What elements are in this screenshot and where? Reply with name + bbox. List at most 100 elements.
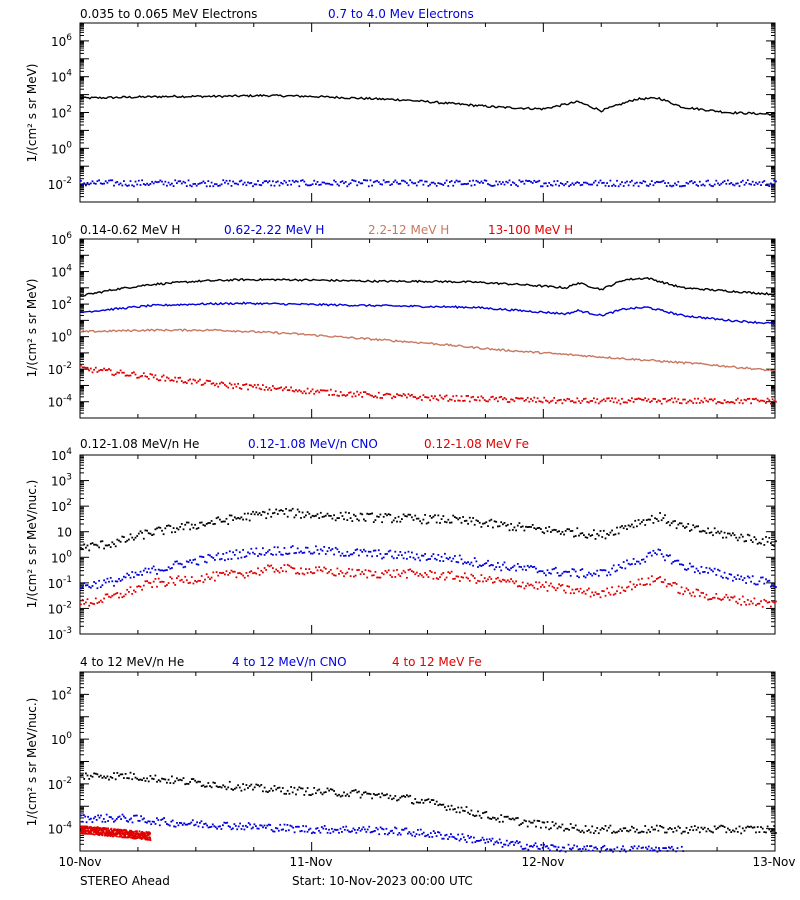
series-3-1-point: [425, 522, 428, 525]
series-2-4-point: [659, 400, 661, 403]
series-2-4-point: [118, 371, 120, 374]
series-2-4-point: [128, 374, 130, 377]
series-3-1-point: [338, 517, 340, 519]
series-1-2-point: [310, 184, 312, 186]
series-4-2-point: [590, 845, 593, 847]
series-2-4-point: [192, 378, 195, 381]
series-3-2-point: [240, 556, 243, 559]
series-4-1-point: [377, 793, 380, 795]
series-3-1-point: [346, 519, 349, 521]
series-4-1-point: [411, 802, 413, 804]
series-3-1-point: [498, 525, 501, 528]
series-3-1-point: [280, 509, 282, 511]
series-4-3-point: [114, 834, 117, 837]
series-3-2-point: [457, 561, 460, 564]
series-4-2-point: [244, 824, 247, 827]
series-4-2-point: [418, 833, 421, 836]
series-3-2-point: [190, 561, 193, 564]
series-4-2-point: [222, 824, 224, 827]
series-3-3-point: [328, 570, 330, 573]
series-1-2-point: [162, 183, 165, 186]
series-2-4-point: [750, 402, 752, 405]
series-2-4-point: [133, 371, 135, 374]
series-4-1-point: [591, 825, 594, 828]
y-tick-label: 10: [57, 526, 72, 540]
series-1-2-point: [611, 185, 613, 187]
series-4-1-point: [424, 799, 426, 802]
series-3-2-point: [452, 557, 455, 560]
series-3-2-point: [712, 570, 714, 573]
series-3-1-point: [581, 532, 584, 534]
series-3-1-point: [751, 541, 754, 543]
series-4-2-point: [308, 828, 310, 831]
series-3-3-point: [637, 578, 640, 581]
panel-3-ylabel: 1/(cm² s sr MeV/nuc.): [25, 480, 39, 609]
series-3-2-point: [94, 582, 97, 585]
series-4-1-point: [740, 832, 743, 835]
series-3-1-point: [435, 521, 438, 524]
series-3-1-point: [387, 513, 390, 515]
series-3-1-point: [316, 513, 319, 516]
series-4-2-point: [384, 833, 386, 835]
series-2-4-point: [290, 386, 292, 389]
series-2-4-point: [131, 372, 134, 374]
series-3-1-point: [210, 520, 213, 522]
series-2-4-point: [755, 397, 757, 400]
series-1-2-point: [399, 182, 402, 185]
series-1-2-point: [214, 183, 216, 185]
series-3-1-point: [541, 531, 544, 533]
series-3-2-point: [131, 571, 134, 573]
series-2-4-point: [617, 399, 620, 402]
series-3-2-point: [406, 557, 408, 560]
series-3-2-point: [596, 569, 599, 572]
y-tick-label: 10-2: [48, 600, 72, 616]
series-3-2-point: [531, 566, 534, 568]
series-2-4-point: [298, 389, 301, 392]
series-4-2-point: [270, 828, 273, 831]
series-3-2-point: [311, 552, 314, 555]
series-4-2-point: [269, 824, 272, 826]
series-2-4-point: [493, 398, 496, 401]
series-3-3-point: [581, 591, 584, 594]
series-4-2-point: [95, 819, 98, 821]
series-1-2-point: [597, 181, 600, 184]
series-3-2-point: [511, 566, 514, 569]
series-4-1-point: [245, 784, 248, 786]
series-4-1-point: [407, 795, 410, 798]
series-3-3-point: [682, 593, 685, 596]
series-4-2-point: [115, 818, 118, 820]
series-4-2-point: [166, 823, 168, 825]
series-3-1-point: [535, 528, 537, 531]
series-3-1-point: [162, 533, 165, 536]
series-1-2-point: [755, 181, 757, 184]
series-3-1-point: [614, 533, 617, 536]
series-3-3-point: [217, 574, 220, 577]
series-4-2-point: [620, 848, 623, 850]
series-2-4-point: [563, 398, 565, 401]
series-2-4-point: [162, 374, 165, 377]
series-1-2-point: [189, 184, 191, 187]
x-tick-label-11-nov: 11-Nov: [289, 855, 332, 869]
series-3-3-point: [257, 567, 259, 570]
series-1-2-point: [391, 183, 393, 186]
series-4-3-point: [149, 838, 151, 841]
series-3-3-point: [692, 591, 695, 594]
series-3-1-point: [680, 522, 683, 525]
series-3-3-point: [159, 581, 162, 583]
series-1-2-point: [462, 183, 464, 186]
series-3-2-point: [583, 575, 585, 578]
series-3-1-point: [372, 521, 375, 523]
series-4-2-point: [246, 826, 249, 828]
series-3-3-point: [296, 571, 299, 574]
series-4-1-point: [548, 828, 551, 831]
series-4-1-point: [488, 817, 491, 820]
series-4-2-point: [468, 837, 471, 839]
series-3-3-point: [108, 595, 110, 598]
series-1-2-point: [91, 180, 94, 183]
series-4-2-point: [310, 832, 313, 835]
series-4-1-point: [93, 772, 95, 775]
series-4-2-point: [364, 828, 366, 831]
series-3-1-point: [222, 520, 225, 523]
series-3-3-point: [649, 583, 651, 586]
series-2-4-point: [627, 399, 630, 401]
